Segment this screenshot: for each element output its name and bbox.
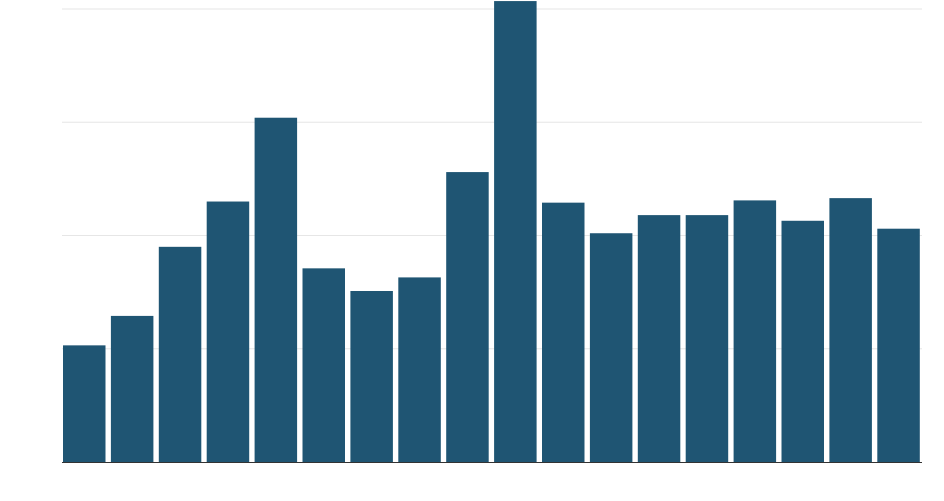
- bar: [829, 198, 872, 462]
- bar: [589, 233, 633, 462]
- bar: [63, 345, 106, 462]
- bar: [206, 201, 250, 462]
- bar: [158, 246, 202, 462]
- bar: [350, 290, 393, 462]
- bar: [302, 268, 345, 462]
- bar: [254, 117, 298, 462]
- bar: [637, 215, 681, 462]
- bar: [398, 277, 441, 462]
- bar: [781, 220, 824, 462]
- bar: [446, 172, 489, 462]
- bar: [110, 315, 154, 462]
- gridlines: [62, 8, 922, 350]
- bar: [877, 228, 920, 462]
- bar: [733, 200, 777, 462]
- bar: [685, 215, 729, 462]
- bar: [542, 202, 585, 462]
- bar: [494, 1, 537, 462]
- bars: [63, 1, 920, 462]
